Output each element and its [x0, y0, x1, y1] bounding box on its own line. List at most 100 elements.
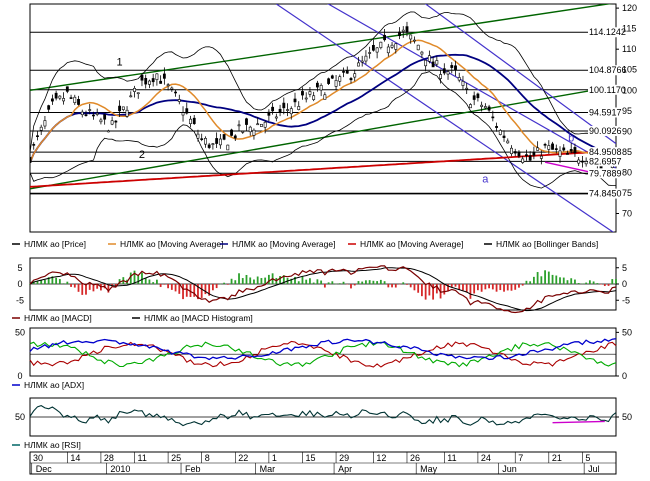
- macd-histogram-bar: [529, 281, 532, 284]
- price-candle-body: [495, 126, 498, 128]
- price-candle-body: [330, 75, 334, 79]
- macd-histogram-bar: [264, 277, 267, 284]
- price-candle-body: [577, 159, 581, 164]
- date-axis-day-label: 28: [104, 453, 114, 463]
- macd-histogram-bar: [357, 281, 360, 284]
- macd-histogram-bar: [219, 283, 222, 285]
- macd-histogram-bar: [185, 284, 188, 297]
- price-candle-body: [304, 97, 308, 100]
- price-candle-body: [174, 91, 177, 94]
- date-axis-day-label: 30: [33, 453, 43, 463]
- price-candle-body: [413, 39, 416, 42]
- price-candle-body: [454, 65, 457, 70]
- macd-histogram-bar: [238, 273, 240, 284]
- price-candle-body: [256, 123, 260, 126]
- macd-histogram-bar: [323, 284, 326, 288]
- macd-histogram-bar: [29, 284, 31, 285]
- date-axis-day-label: 12: [376, 453, 386, 463]
- price-candle-body: [162, 73, 166, 79]
- macd-histogram-bar: [182, 284, 184, 300]
- macd-histogram-bar: [391, 284, 393, 288]
- price-candle-body: [416, 44, 420, 51]
- macd-legend-label: НЛМК ао [MACD]: [24, 313, 92, 323]
- price-candle-body: [218, 138, 222, 146]
- date-axis-day-label: 8: [205, 453, 210, 463]
- price-candle-body: [379, 41, 383, 48]
- price-candle-body: [498, 130, 502, 135]
- price-candle-body: [584, 161, 588, 165]
- price-candle-body: [241, 131, 245, 133]
- date-axis-month-label: Dec: [36, 464, 53, 474]
- macd-histogram-bar: [544, 270, 546, 284]
- price-legend-label: НЛМК ао [Price]: [24, 239, 86, 249]
- macd-histogram-bar: [372, 280, 375, 284]
- date-axis-day-label: 11: [447, 453, 456, 463]
- macd-histogram-bar: [107, 284, 110, 293]
- price-level-label: 90.0926: [589, 126, 622, 136]
- price-level-label: 79.7889: [589, 168, 622, 178]
- macd-histogram-bar: [615, 278, 617, 284]
- chart-annotation-1: 1: [117, 57, 123, 69]
- macd-histogram-bar: [36, 281, 39, 284]
- macd-histogram-bar: [200, 284, 203, 298]
- macd-histogram-bar: [338, 283, 341, 284]
- date-axis-day-label: 14: [70, 453, 80, 463]
- price-candle-body: [133, 88, 136, 92]
- price-candle-body: [88, 109, 92, 111]
- macd-histogram-bar: [88, 284, 91, 290]
- price-candle-body: [487, 106, 491, 111]
- macd-histogram-bar: [320, 280, 323, 284]
- macd-histogram-bar: [484, 284, 487, 290]
- price-candle-body: [491, 116, 495, 119]
- macd-histogram-bar: [365, 280, 367, 284]
- price-candle-body: [569, 149, 573, 152]
- price-candle-body: [360, 60, 364, 63]
- price-level-label: 94.5917: [589, 107, 622, 117]
- price-candle-body: [547, 145, 551, 150]
- price-candle-body: [554, 148, 558, 150]
- price-candle-body: [502, 135, 506, 138]
- macd-histogram-bar: [406, 284, 408, 285]
- price-level-label: 82.6957: [589, 156, 622, 166]
- macd-histogram-bar: [152, 282, 155, 284]
- price-candle-body: [185, 108, 189, 114]
- price-axis-tick-label: 90: [622, 126, 632, 136]
- date-axis-day-label: 21: [552, 453, 562, 463]
- macd-histogram-bar: [581, 283, 584, 284]
- date-axis-month-label: Jul: [588, 464, 600, 474]
- price-candle-body: [200, 138, 204, 140]
- price-legend-label: НЛМК ао [Bollinger Bands]: [496, 239, 598, 249]
- macd-histogram-bar: [473, 284, 476, 294]
- macd-histogram-bar: [141, 272, 143, 284]
- macd-axis-tick-label: -5: [622, 295, 630, 305]
- macd-histogram-bar: [267, 274, 270, 284]
- price-level-label-bg: [588, 107, 620, 118]
- date-axis-day-label: 11: [138, 453, 147, 463]
- price-candle-body: [69, 97, 73, 99]
- price-candle-body: [230, 129, 233, 136]
- date-axis-day-label: 22: [238, 453, 248, 463]
- price-candle-body: [54, 92, 58, 99]
- macd-histogram-bar: [70, 284, 72, 287]
- macd-histogram-bar: [409, 284, 412, 288]
- adx-axis-tick-label-left: 50: [15, 327, 25, 337]
- macd-histogram-bar: [312, 282, 315, 284]
- price-level-label-bg: [588, 147, 620, 158]
- macd-histogram-bar: [133, 270, 136, 284]
- price-candle-body: [427, 55, 431, 62]
- price-candle-body: [334, 80, 338, 87]
- macd-histogram-bar: [197, 284, 199, 300]
- price-candle-body: [282, 102, 286, 109]
- price-candle-body: [159, 80, 163, 84]
- price-candle-body: [573, 147, 577, 154]
- price-candle-body: [345, 70, 349, 74]
- price-candle-body: [431, 61, 435, 68]
- date-axis-day-label: 26: [410, 453, 420, 463]
- price-legend-label: НЛМК ао [Moving Average]: [120, 239, 223, 249]
- macd-histogram-bar: [476, 284, 479, 291]
- price-candle-body: [312, 95, 316, 100]
- price-candle-body: [129, 95, 133, 98]
- macd-histogram-bar: [211, 284, 214, 291]
- bollinger-lower-band: [30, 71, 616, 189]
- price-level-label: 84.9508: [589, 147, 622, 157]
